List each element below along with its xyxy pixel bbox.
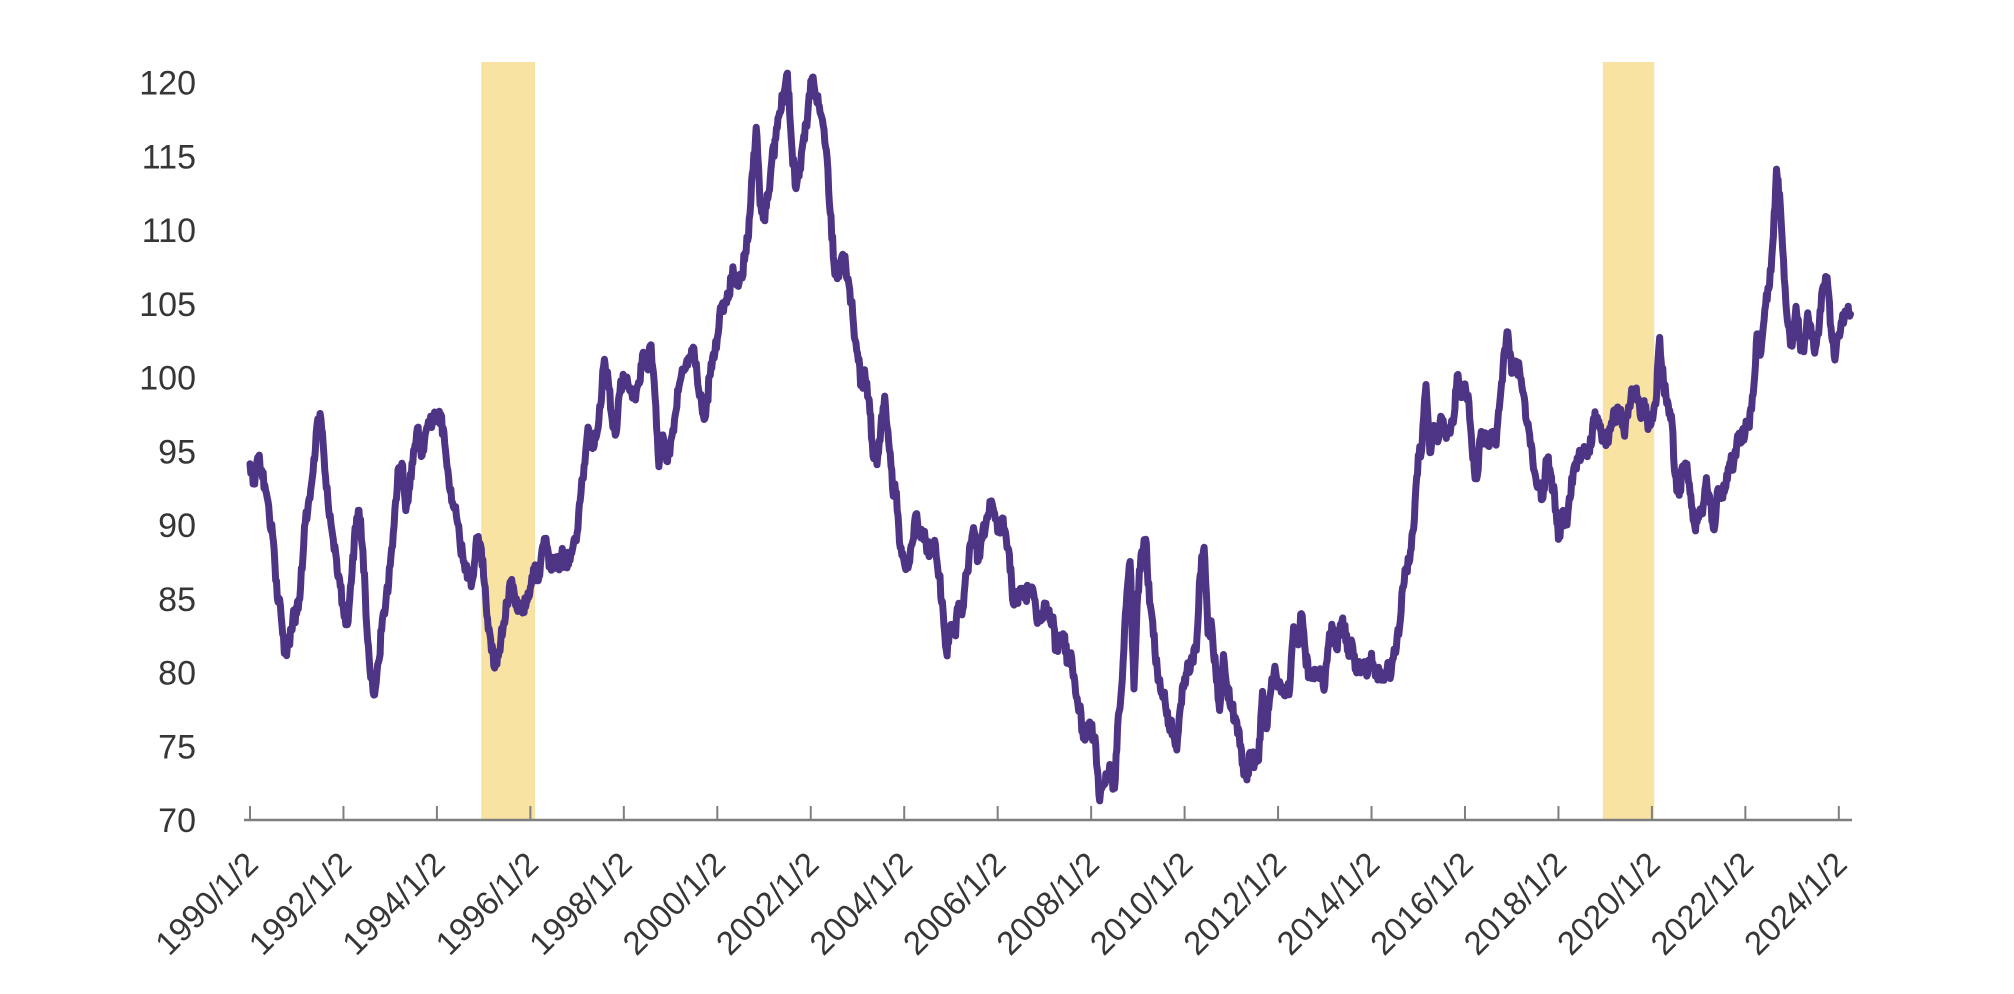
y-tick-label: 105: [139, 286, 196, 324]
x-tick-label: 1992/1/2: [241, 845, 358, 962]
x-tick-label: 1998/1/2: [522, 845, 639, 962]
x-tick-label: 2020/1/2: [1550, 845, 1667, 962]
x-tick-label: 2004/1/2: [802, 845, 919, 962]
x-tick-label: 2014/1/2: [1269, 845, 1386, 962]
y-tick-label: 120: [139, 65, 196, 103]
x-tick-label: 1994/1/2: [335, 845, 452, 962]
x-tick-label: 2016/1/2: [1363, 845, 1480, 962]
x-tick-label: 2024/1/2: [1737, 845, 1854, 962]
x-tick-label: 1990/1/2: [148, 845, 265, 962]
x-tick-label: 2010/1/2: [1083, 845, 1200, 962]
x-tick-label: 1996/1/2: [428, 845, 545, 962]
y-tick-label: 80: [158, 655, 196, 693]
x-tick-label: 2012/1/2: [1176, 845, 1293, 962]
x-tick-label: 2008/1/2: [989, 845, 1106, 962]
highlight-band: [481, 62, 536, 820]
series-line: [246, 69, 1854, 805]
x-tick-label: 2002/1/2: [709, 845, 826, 962]
y-tick-label: 85: [158, 581, 196, 619]
x-tick-label: 2006/1/2: [896, 845, 1013, 962]
y-tick-label: 115: [142, 138, 196, 176]
y-tick-label: 100: [139, 360, 196, 398]
index-series-path: [246, 69, 1854, 805]
x-tick-labels: 1990/1/21992/1/21994/1/21996/1/21998/1/2…: [148, 845, 1854, 962]
highlight-bands: [481, 62, 1655, 820]
x-tick-label: 2018/1/2: [1456, 845, 1573, 962]
y-tick-label: 90: [158, 507, 196, 545]
y-tick-label: 75: [158, 728, 196, 766]
x-tick-label: 2022/1/2: [1643, 845, 1760, 962]
x-axis: [244, 806, 1852, 822]
y-tick-labels: 70 75 80 85 90 95 100 105 110 115 120: [139, 65, 196, 841]
y-tick-label: 95: [158, 433, 196, 471]
y-tick-label: 70: [158, 802, 196, 840]
y-tick-label: 110: [142, 212, 196, 250]
x-tick-label: 2000/1/2: [615, 845, 732, 962]
